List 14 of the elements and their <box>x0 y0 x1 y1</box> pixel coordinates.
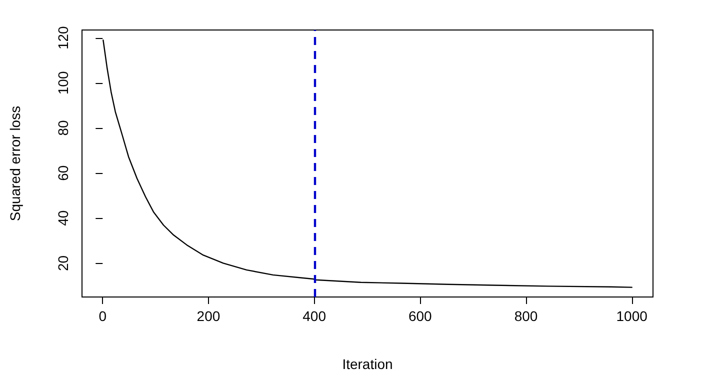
x-tick-label: 800 <box>514 308 538 324</box>
x-axis-title: Iteration <box>342 356 393 372</box>
y-tick-label: 100 <box>55 71 71 95</box>
y-tick-label: 120 <box>55 26 71 50</box>
x-tick-label: 400 <box>302 308 326 324</box>
y-tick-label: 60 <box>55 165 71 181</box>
x-tick-label: 600 <box>408 308 432 324</box>
x-tick-label: 200 <box>196 308 220 324</box>
y-tick-label: 20 <box>55 255 71 271</box>
y-axis-title: Squared error loss <box>7 106 23 222</box>
y-tick-label: 40 <box>55 210 71 226</box>
y-tick-label: 80 <box>55 120 71 136</box>
x-tick-label: 1000 <box>616 308 648 324</box>
x-tick-label: 0 <box>98 308 107 324</box>
